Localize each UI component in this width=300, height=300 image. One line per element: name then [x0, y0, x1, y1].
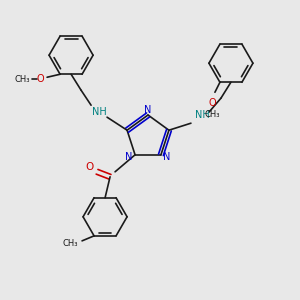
Text: NH: NH [194, 110, 209, 120]
Text: N: N [163, 152, 171, 162]
Text: O: O [208, 98, 216, 108]
Text: CH₃: CH₃ [204, 110, 220, 119]
Text: CH₃: CH₃ [62, 239, 78, 248]
Text: O: O [36, 74, 44, 84]
Text: O: O [85, 162, 93, 172]
Text: NH: NH [92, 107, 106, 117]
Text: CH₃: CH₃ [14, 75, 30, 84]
Text: N: N [144, 105, 152, 115]
Text: N: N [125, 152, 133, 162]
